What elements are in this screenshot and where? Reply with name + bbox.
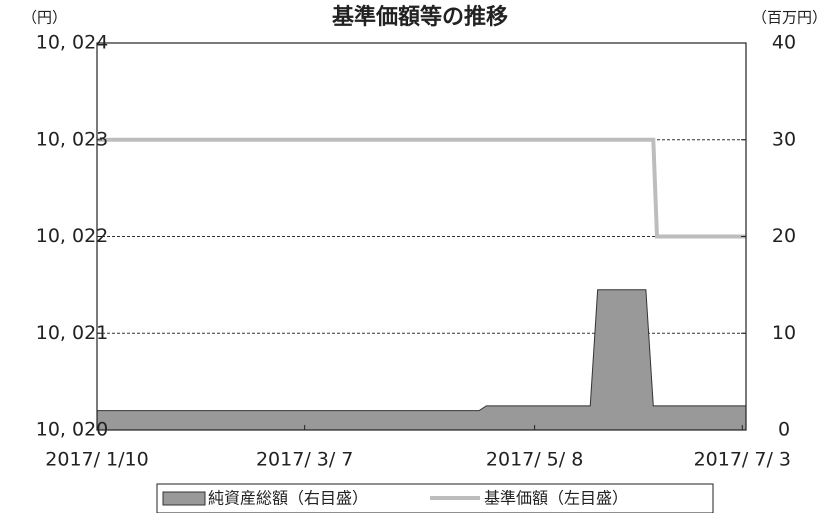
- chart-title: 基準価額等の推移: [332, 4, 508, 30]
- y2-tick-label: 0: [778, 419, 790, 441]
- y2-tick-label: 20: [772, 225, 796, 247]
- y-tick-label: 10, 023: [36, 128, 109, 150]
- y-tick-label: 10, 024: [36, 32, 109, 54]
- legend-label: 基準価額（左目盛）: [484, 489, 628, 508]
- y2-tick-label: 30: [772, 128, 796, 150]
- y-tick-label: 10, 022: [36, 225, 109, 247]
- x-tick-label: 2017/ 5/ 8: [486, 449, 583, 471]
- legend-box: [156, 483, 714, 513]
- x-tick-label: 2017/ 7/ 3: [694, 449, 791, 471]
- y-tick-label: 10, 020: [36, 419, 109, 441]
- area: [96, 289, 747, 431]
- y2-tick-label: 10: [772, 322, 796, 344]
- y2-unit: （百万円）: [752, 9, 827, 27]
- y2-tick-label: 40: [772, 32, 796, 54]
- x-tick-label: 2017/ 1/10: [45, 449, 148, 471]
- legend-label: 純資産総額（右目盛）: [208, 489, 368, 508]
- y-tick-label: 10, 021: [36, 322, 109, 344]
- line: [97, 137, 746, 239]
- y-unit: （円）: [22, 9, 67, 27]
- legend-swatch: [162, 491, 206, 506]
- x-tick-label: 2017/ 3/ 7: [256, 449, 353, 471]
